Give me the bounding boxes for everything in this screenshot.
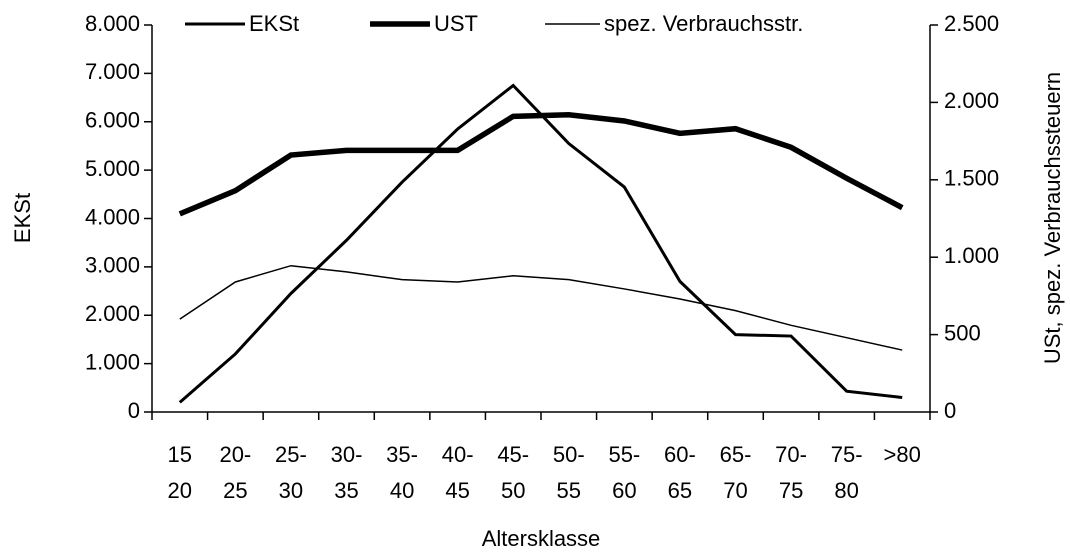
y2-tick-label: 1.000 (944, 243, 999, 268)
x-tick-label: >80 (884, 442, 921, 467)
x-tick-label: 60- (664, 442, 696, 467)
x-tick-label: 60 (612, 478, 636, 503)
y2-tick-label: 0 (944, 398, 956, 423)
x-tick-label: 40- (442, 442, 474, 467)
y2-axis-label: USt, spez. Verbrauchssteuern (1040, 72, 1065, 364)
legend-label: EKSt (249, 11, 299, 36)
legend-label: UST (434, 11, 478, 36)
x-axis-label: Altersklasse (482, 526, 601, 551)
y-tick-label: 1.000 (85, 349, 140, 374)
x-tick-label: 25 (223, 478, 247, 503)
legend-label: spez. Verbrauchsstr. (604, 11, 803, 36)
x-tick-label: 30- (331, 442, 363, 467)
x-tick-label: 25- (275, 442, 307, 467)
x-tick-label: 65 (668, 478, 692, 503)
x-tick-label: 70 (723, 478, 747, 503)
x-tick-label: 40 (390, 478, 414, 503)
x-tick-label: 65- (720, 442, 752, 467)
x-tick-label: 80 (834, 478, 858, 503)
x-tick-label: 20 (168, 478, 192, 503)
series-line (179, 264, 903, 351)
series-line (178, 83, 903, 404)
y-tick-label: 3.000 (85, 253, 140, 278)
x-tick-label: 20- (219, 442, 251, 467)
x-tick-label: 45 (445, 478, 469, 503)
y-tick-label: 7.000 (85, 59, 140, 84)
x-tick-label: 30 (279, 478, 303, 503)
x-tick-label: 45- (497, 442, 529, 467)
series-line (178, 112, 904, 217)
y-tick-label: 0 (128, 398, 140, 423)
y-tick-label: 6.000 (85, 108, 140, 133)
y2-tick-label: 2.500 (944, 11, 999, 36)
y2-tick-label: 2.000 (944, 88, 999, 113)
x-tick-label: 35 (334, 478, 358, 503)
y-tick-label: 4.000 (85, 204, 140, 229)
x-tick-label: 75 (779, 478, 803, 503)
y2-tick-label: 500 (944, 320, 981, 345)
x-tick-label: 70- (775, 442, 807, 467)
x-tick-label: 50 (501, 478, 525, 503)
x-tick-label: 15 (168, 442, 192, 467)
y-axis-label: EKSt (10, 193, 35, 243)
x-tick-label: 55- (608, 442, 640, 467)
x-tick-label: 35- (386, 442, 418, 467)
x-tick-label: 50- (553, 442, 585, 467)
x-tick-label: 55 (557, 478, 581, 503)
y-tick-label: 8.000 (85, 11, 140, 36)
y-tick-label: 2.000 (85, 301, 140, 326)
y2-tick-label: 1.500 (944, 166, 999, 191)
x-tick-label: 75- (831, 442, 863, 467)
y-tick-label: 5.000 (85, 156, 140, 181)
